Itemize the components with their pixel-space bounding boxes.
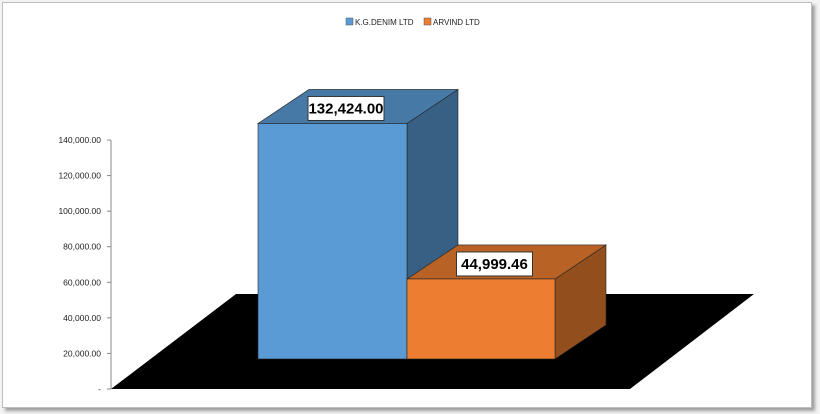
- y-tick-label: 100,000.00: [58, 206, 101, 216]
- legend-swatch: [345, 17, 354, 26]
- legend-label: ARVIND LTD: [433, 18, 480, 27]
- data-label: 44,999.46: [461, 256, 528, 273]
- legend-label: K.G.DENIM LTD: [355, 18, 414, 27]
- data-label: 132,424.00: [308, 100, 383, 117]
- y-tick-label: -: [98, 384, 101, 394]
- legend-swatch: [423, 17, 432, 26]
- data-label-box: [307, 95, 385, 121]
- y-tick-label: 120,000.00: [58, 171, 101, 181]
- y-tick-label: 140,000.00: [58, 135, 101, 145]
- y-tick-label: 40,000.00: [63, 313, 101, 323]
- y-tick-label: 80,000.00: [63, 242, 101, 252]
- data-label-box: [456, 251, 533, 277]
- y-tick-label: 20,000.00: [63, 348, 101, 358]
- y-tick-label: 60,000.00: [63, 277, 101, 287]
- bar-front-face: [406, 278, 556, 360]
- bar-front-face: [257, 123, 408, 360]
